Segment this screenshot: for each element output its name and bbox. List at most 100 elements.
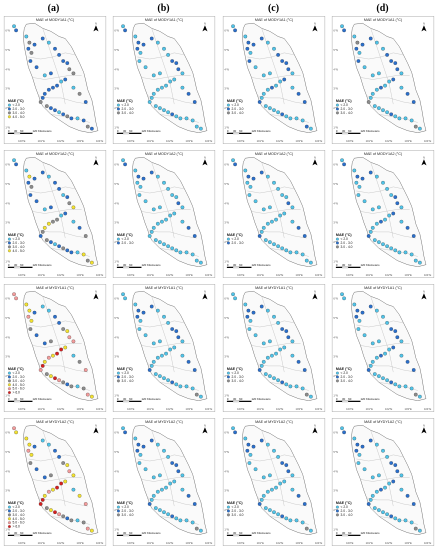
map-panel-4-d: MAE of MYDY1A2 (°C) N 1°N 2°N 3°N 4°N 5°N 6°N 10…	[331, 418, 435, 546]
station-point	[290, 85, 295, 90]
y-tick-label: 3°N	[333, 355, 338, 359]
station-point	[136, 308, 141, 313]
north-arrow-icon: N	[93, 289, 99, 300]
station-point	[49, 240, 53, 245]
station-point	[231, 24, 235, 29]
station-point	[272, 108, 276, 113]
y-tick-label: 6°N	[333, 162, 338, 166]
station-point	[34, 65, 39, 70]
station-point	[162, 510, 166, 515]
map-title: MAE of MYDY1A1 (°C)	[364, 286, 402, 290]
station-point	[370, 341, 375, 346]
station-point	[263, 372, 268, 376]
station-point	[417, 126, 422, 131]
legend-label: 5.0 - 6.0	[13, 387, 25, 391]
legend-swatch	[335, 509, 339, 513]
legend-label: 2.0 - 3.0	[232, 375, 244, 379]
legend-swatch	[7, 513, 11, 517]
scale-label: 120 Kilometers	[360, 531, 380, 535]
station-point	[265, 489, 270, 494]
station-point	[137, 461, 142, 465]
station-point	[356, 461, 361, 465]
y-tick-label: 1°N	[114, 126, 119, 130]
x-tick-label: 100°E	[18, 407, 25, 411]
station-point	[61, 380, 66, 385]
station-point	[55, 351, 59, 356]
svg-text:N: N	[314, 21, 316, 25]
y-tick-label: 3°N	[224, 355, 229, 359]
scale-label: 120 Kilometers	[32, 263, 52, 267]
svg-text:N: N	[314, 289, 316, 293]
station-point	[153, 104, 158, 108]
station-point	[147, 502, 152, 506]
legend-label: 5.0 - 6.0	[13, 521, 25, 525]
x-tick-label: 102°E	[276, 139, 283, 143]
station-point	[59, 347, 64, 352]
scale-label: 120 Kilometers	[141, 129, 161, 133]
station-point	[174, 114, 179, 119]
svg-text:N: N	[314, 423, 316, 427]
map-title: MAE of MODY1A2 (°C)	[255, 152, 293, 156]
station-point	[405, 359, 410, 364]
scale-label: 30	[123, 531, 127, 535]
legend-label: 2.0 - 3.0	[232, 107, 244, 111]
y-tick-label: 1°N	[5, 260, 10, 264]
station-point	[377, 339, 381, 344]
station-point	[385, 187, 389, 191]
y-tick-label: 3°N	[5, 489, 10, 493]
station-point	[42, 475, 47, 480]
station-point	[403, 384, 408, 389]
station-point	[168, 79, 173, 84]
legend-swatch	[226, 241, 230, 245]
station-point	[147, 100, 152, 104]
scale-label: 60	[239, 129, 243, 133]
x-tick-label: 104°E	[315, 407, 322, 411]
station-point	[268, 240, 272, 245]
station-point	[413, 526, 418, 531]
station-point	[65, 516, 70, 521]
station-point	[89, 394, 94, 399]
legend-swatch	[335, 237, 339, 241]
state-border	[151, 28, 175, 105]
station-point	[399, 353, 404, 358]
station-point	[389, 193, 394, 197]
station-point	[381, 46, 385, 51]
state-border	[251, 209, 301, 214]
y-tick-label: 6°N	[224, 430, 229, 434]
station-point	[389, 246, 394, 251]
y-tick-label: 5°N	[224, 450, 229, 454]
state-border	[257, 95, 307, 105]
scale-bar: 0 30 60 120 Kilometers	[7, 263, 52, 269]
station-point	[296, 91, 301, 96]
station-point	[362, 333, 367, 338]
station-point	[360, 444, 365, 449]
station-point	[403, 518, 408, 523]
station-point	[389, 380, 394, 385]
scale-bar: 0 30 60 120 Kilometers	[7, 531, 52, 537]
state-border	[32, 209, 82, 214]
svg-text:N: N	[204, 21, 206, 25]
station-point	[176, 335, 181, 340]
north-arrow-icon: N	[202, 289, 208, 300]
station-point	[413, 124, 418, 129]
station-point	[370, 73, 375, 78]
station-point	[248, 184, 253, 189]
station-point	[302, 100, 307, 104]
y-tick-label: 5°N	[114, 450, 119, 454]
station-point	[194, 258, 199, 263]
station-point	[265, 355, 270, 360]
state-border	[261, 296, 285, 373]
station-point	[357, 184, 362, 189]
station-point	[180, 353, 185, 358]
y-tick-label: 4°N	[114, 469, 119, 473]
station-point	[170, 327, 175, 331]
y-tick-label: 6°N	[5, 28, 10, 32]
legend-swatch	[226, 103, 230, 107]
y-tick-label: 1°N	[333, 528, 338, 532]
station-point	[399, 85, 404, 90]
station-point	[174, 463, 179, 467]
station-point	[38, 100, 43, 104]
station-point	[389, 461, 394, 465]
legend-label: 2.0 - 3.0	[341, 107, 353, 111]
legend-label: 3.0 - 4.0	[232, 379, 244, 383]
